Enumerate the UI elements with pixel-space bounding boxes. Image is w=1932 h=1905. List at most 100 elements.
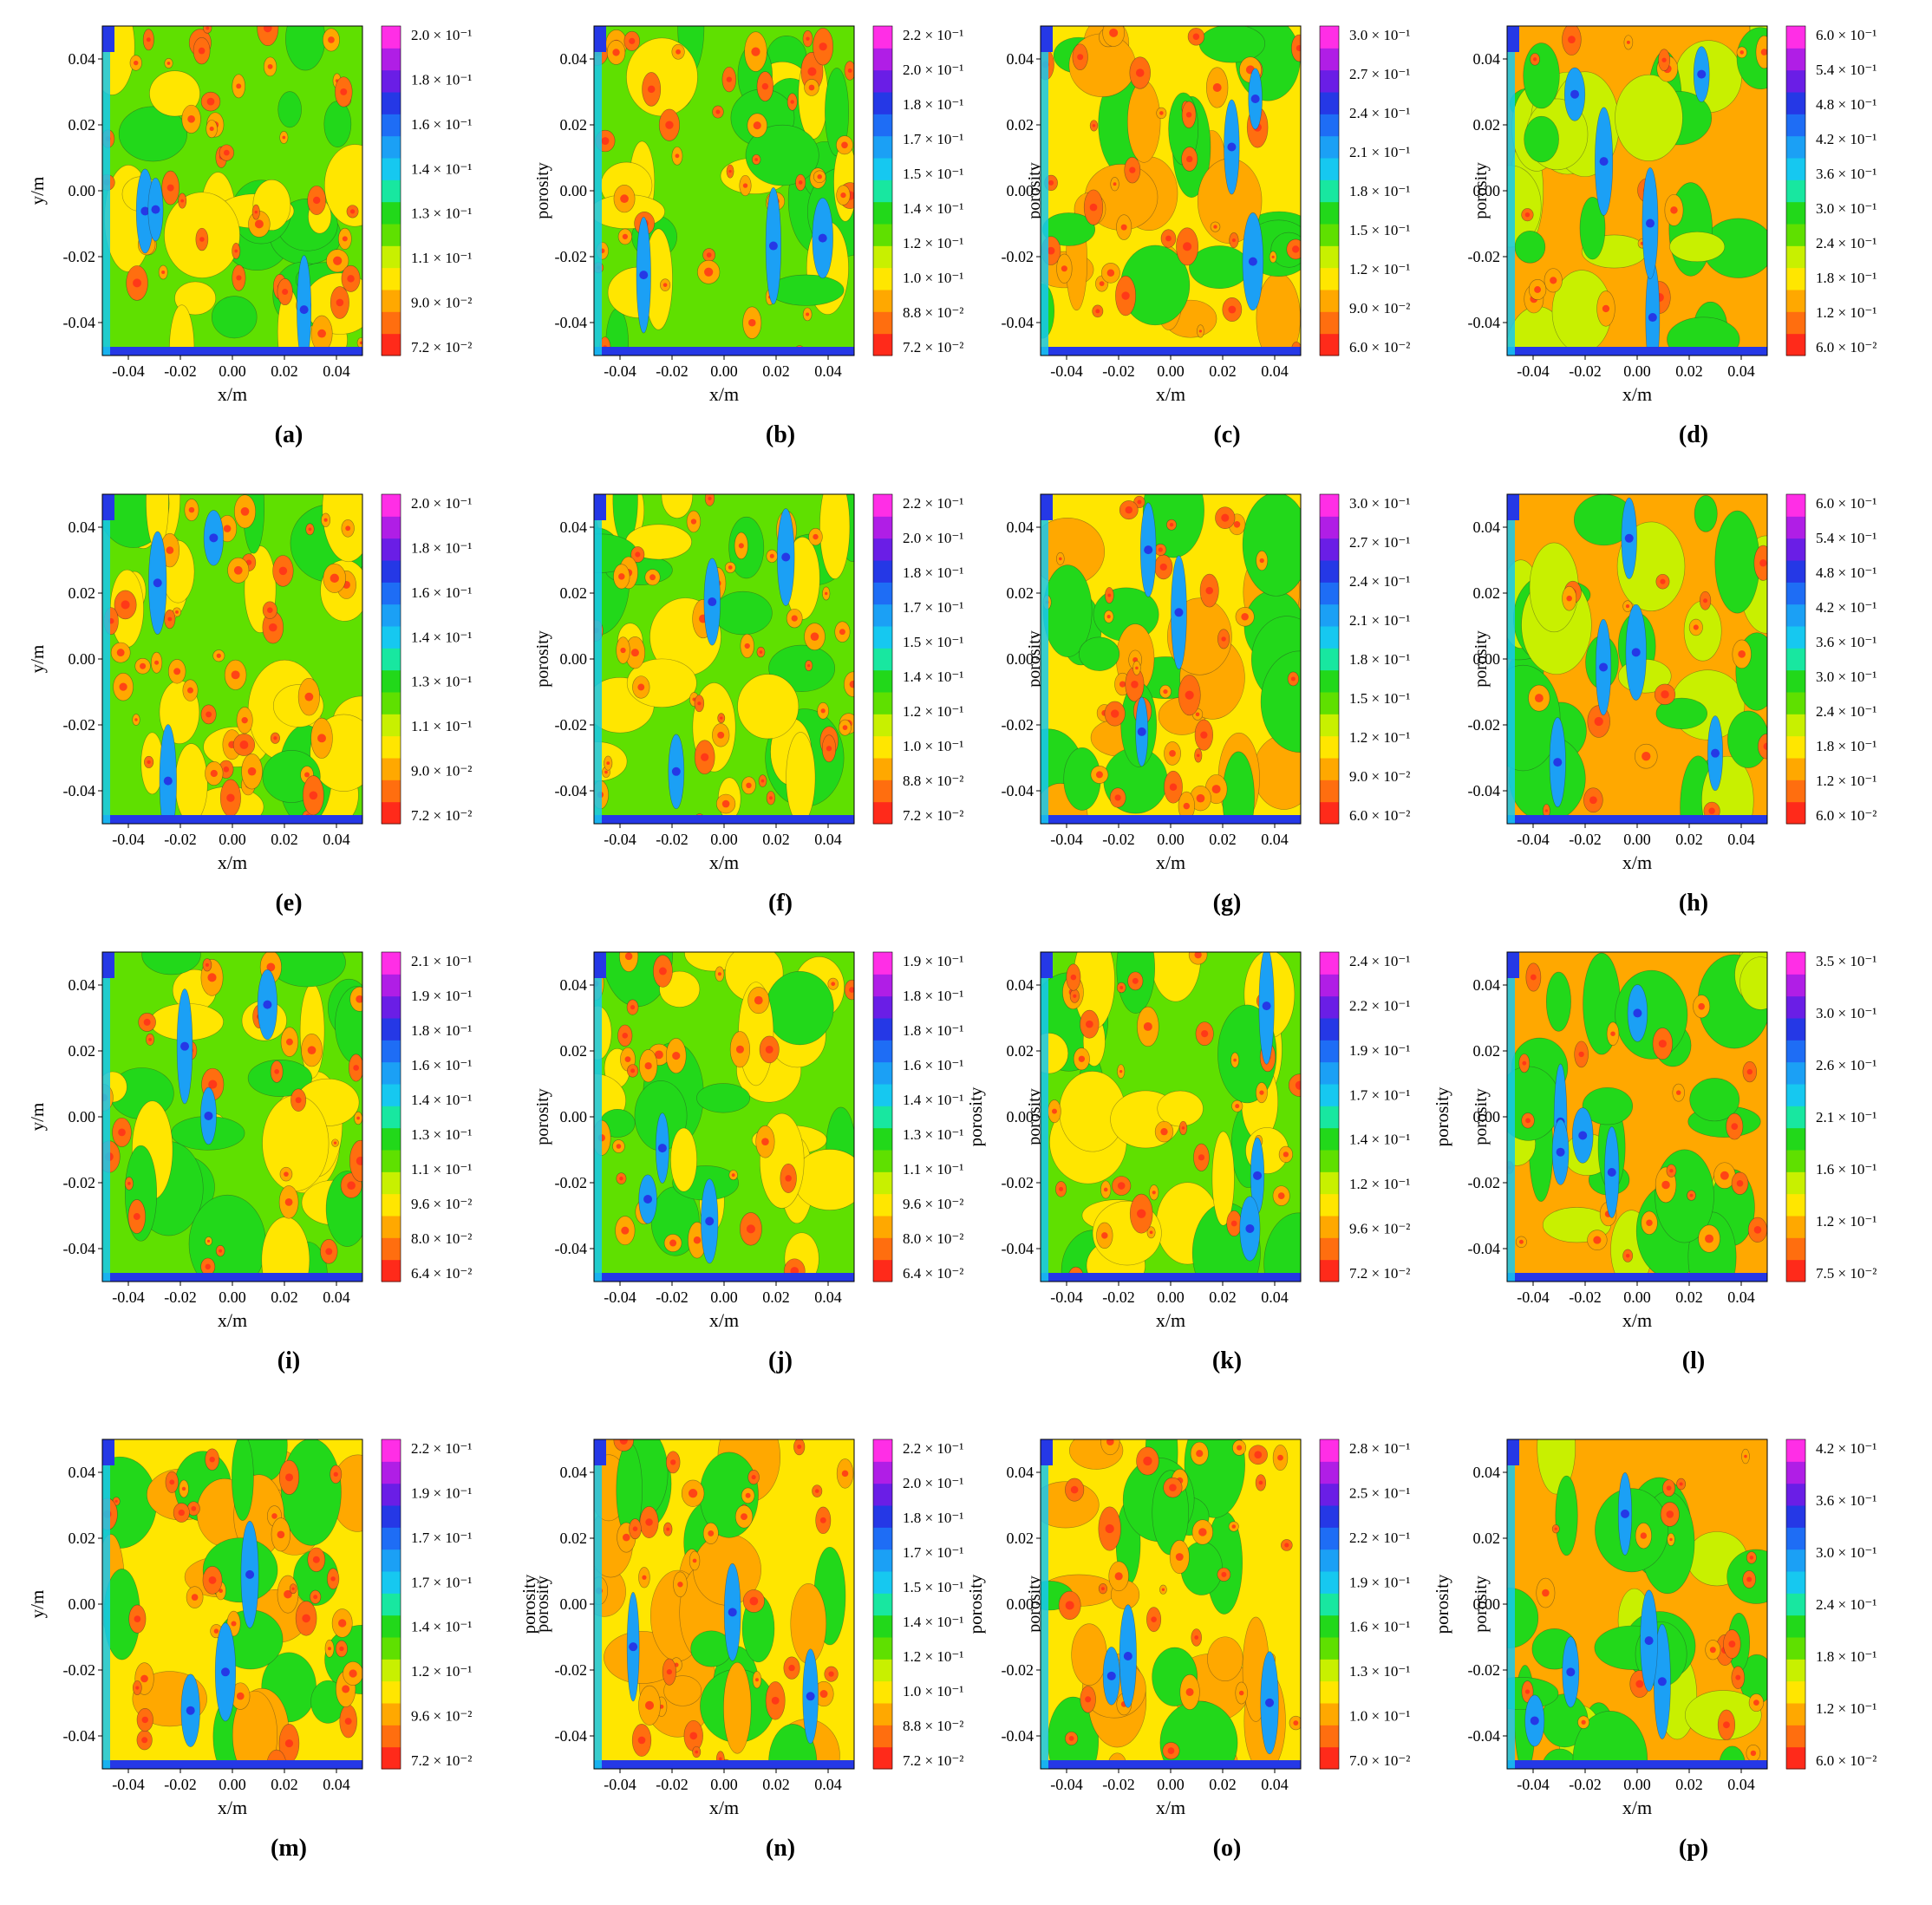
contour-core [277, 1530, 285, 1539]
x-tick-label: -0.04 [604, 362, 636, 380]
contour-core [604, 770, 608, 774]
contour-core [1271, 255, 1275, 258]
contour-core [205, 1263, 211, 1270]
contour-core [308, 527, 312, 532]
y-tick-label: 0.02 [1007, 116, 1035, 134]
contour-core [1233, 520, 1241, 528]
contour-core [284, 1171, 289, 1177]
colorbar-tick-label: 9.6 × 10⁻² [903, 1196, 963, 1212]
contour-core [1117, 1182, 1126, 1190]
colorbar-segment [873, 974, 892, 997]
colorbar-segment [1320, 1505, 1339, 1528]
contour-core [1221, 513, 1230, 522]
y-tick-label: 0.00 [560, 1108, 588, 1125]
contour-core [1578, 1051, 1584, 1058]
colorbar-segment [1320, 995, 1339, 1019]
colorbar-segment [1786, 494, 1805, 517]
corner-high [102, 1439, 114, 1465]
colorbar-segment [382, 516, 401, 539]
colorbar-frame [381, 1439, 401, 1770]
contour-core [1196, 1450, 1204, 1458]
boundary-band-bottom [1507, 1273, 1767, 1282]
colorbar-segment [1786, 1593, 1805, 1616]
contour-channel-core [639, 271, 649, 280]
panel-label: (c) [1213, 421, 1240, 448]
x-axis-label: x/m [709, 1309, 739, 1331]
colorbar-segment [873, 1483, 892, 1506]
colorbar-tick-label: 1.8 × 10⁻¹ [903, 1022, 963, 1039]
contour-region [737, 674, 800, 740]
contour-core [849, 681, 854, 688]
contour-core [342, 236, 348, 242]
colorbar-segment [1786, 267, 1805, 290]
colorbar-segment [1786, 735, 1805, 759]
colorbar-segment [873, 560, 892, 583]
contour-core [606, 761, 610, 766]
contour-channel-core [818, 233, 827, 243]
colorbar-segment [1786, 1061, 1805, 1085]
contour-core [328, 36, 335, 43]
colorbar-tick-label: 1.2 × 10⁻¹ [1349, 261, 1410, 277]
x-tick-label: 0.02 [271, 362, 298, 380]
contour-core [1165, 235, 1172, 242]
corner-high [1507, 494, 1519, 520]
contour-region [1667, 316, 1740, 356]
contour-core [697, 701, 702, 706]
contour-core [342, 1685, 350, 1693]
contour-core [1524, 212, 1531, 218]
panel-a: -0.04 -0.02 0.00 0.02 0.04 0.04 0.02 0.00 -0.02 -… [27, 25, 552, 448]
x-tick-label: -0.04 [1050, 1776, 1083, 1793]
colorbar-tick-label: 1.8 × 10⁻¹ [1816, 738, 1877, 754]
x-tick-label: 0.02 [271, 1288, 298, 1306]
panel-b: -0.04 -0.02 0.00 0.02 0.04 0.04 0.02 0.00 -0.02 -… [555, 25, 1044, 448]
contour-core [1085, 1696, 1092, 1703]
colorbar-segment [382, 245, 401, 269]
colorbar-segment [1320, 1571, 1339, 1594]
colorbar-tick-label: 1.0 × 10⁻¹ [903, 738, 963, 754]
x-tick-label: -0.02 [1102, 1288, 1135, 1306]
colorbar-frame [872, 1439, 893, 1770]
contour-core [1119, 681, 1126, 688]
colorbar-segment [1320, 179, 1339, 203]
colorbar-segment [1320, 1746, 1339, 1770]
contour-core [1698, 1002, 1706, 1010]
contour-core [645, 1518, 653, 1526]
contour-region [1555, 1475, 1578, 1556]
contour-core [268, 623, 277, 632]
contour-channel-core [1553, 758, 1563, 767]
y-tick-label: 0.04 [560, 519, 588, 536]
corner-high [594, 494, 606, 520]
contour-core [1106, 615, 1111, 619]
contour-region [1669, 232, 1726, 263]
colorbar-segment [382, 714, 401, 737]
contour-core [637, 1736, 646, 1745]
contour-core [1735, 1674, 1741, 1680]
contour-core [330, 1576, 336, 1582]
colorbar-tick-label: 3.5 × 10⁻¹ [1816, 953, 1877, 969]
contour-region [1572, 1711, 1648, 1769]
panel-label: (g) [1213, 890, 1242, 917]
contour-core [731, 1173, 735, 1178]
colorbar-frame [381, 493, 401, 825]
colorbar-segment [1786, 1150, 1805, 1172]
colorbar-segment [1786, 1680, 1805, 1704]
contour-channel-core [1607, 1168, 1616, 1178]
y-axis-label: y/m [27, 645, 48, 674]
contour-core [769, 553, 774, 558]
panel-h: -0.04 -0.02 0.00 0.02 0.04 0.04 0.02 0.00 -0.02 -… [1468, 493, 1877, 917]
colorbar-segment [382, 267, 401, 290]
x-axis-label: x/m [1622, 1309, 1652, 1331]
contour-core [1194, 952, 1202, 959]
contour-core [178, 1509, 185, 1517]
contour-core [1169, 783, 1178, 791]
boundary-band-bottom [594, 815, 854, 824]
contour-region [1242, 494, 1301, 597]
y-tick-label: 0.02 [1473, 116, 1501, 134]
contour-core [282, 135, 286, 140]
colorbar-segment [1786, 1193, 1805, 1217]
contour-core [271, 1513, 277, 1519]
y-tick-label: 0.02 [1007, 584, 1035, 602]
colorbar-segment [382, 135, 401, 159]
contour-region [1615, 74, 1683, 161]
y-tick-label: 0.00 [69, 650, 96, 668]
